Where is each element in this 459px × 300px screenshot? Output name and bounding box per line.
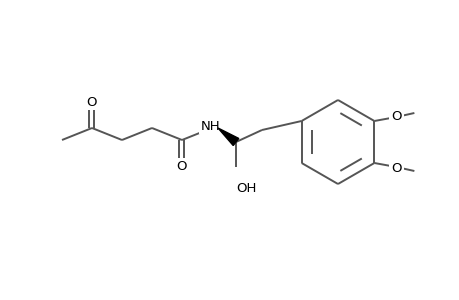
Text: O: O (176, 160, 187, 172)
Text: OH: OH (235, 182, 256, 194)
Text: O: O (87, 95, 97, 109)
Polygon shape (218, 128, 238, 146)
Text: O: O (390, 161, 401, 175)
Text: O: O (390, 110, 401, 122)
Text: NH: NH (201, 119, 220, 133)
